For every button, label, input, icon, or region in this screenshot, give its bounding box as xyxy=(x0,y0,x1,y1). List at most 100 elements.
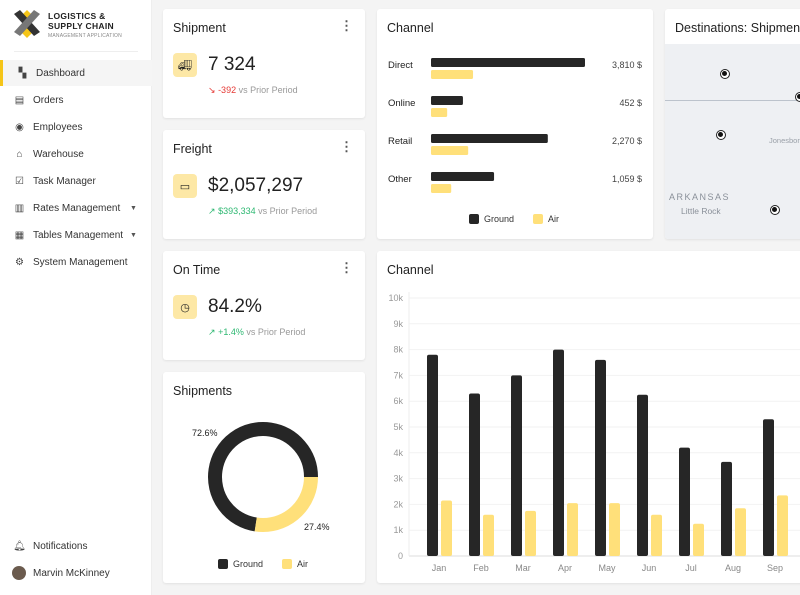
bar-ground xyxy=(553,349,564,556)
map[interactable]: ARKANSAS Little Rock Jonesboro xyxy=(665,44,800,239)
x-tick-label: Mar xyxy=(515,563,531,573)
legend-label: Ground xyxy=(233,559,264,569)
bar-air xyxy=(735,508,746,556)
x-tick-label: Jun xyxy=(642,563,657,573)
map-pin[interactable] xyxy=(795,92,800,102)
settings-icon: ⚙ xyxy=(15,256,24,268)
bar-air xyxy=(431,108,448,117)
chevron-down-icon: ▼ xyxy=(130,231,137,239)
delta-value: -392 xyxy=(218,85,237,95)
sidebar-item-system-management[interactable]: ⚙ System Management xyxy=(0,249,152,275)
legend: Ground Air xyxy=(469,214,559,224)
sidebar-item-label: Rates Management xyxy=(33,202,121,214)
app-title-line1: LOGISTICS & xyxy=(48,11,106,21)
avatar xyxy=(12,566,26,580)
people-icon: ◉ xyxy=(15,121,24,133)
sidebar-item-label: Warehouse xyxy=(33,148,84,160)
logo-icon xyxy=(14,10,40,38)
channel-monthly-card: Channel 0 1k 2k 3k 4k 5k 6k 7k 8k 9k 10k Jan Feb Mar A… xyxy=(377,251,800,583)
task-icon: ☑ xyxy=(15,175,24,187)
bar-air xyxy=(525,510,536,556)
sidebar-item-employees[interactable]: ◉ Employees xyxy=(0,114,152,140)
shipments-donut-card: Shipments 72.6% 27.4% Ground Air xyxy=(163,372,365,583)
category-label: Retail xyxy=(388,136,412,147)
bar-ground xyxy=(763,419,774,556)
kpi-delta: ↗ +1.4% vs Prior Period xyxy=(208,327,305,338)
sidebar-item-tables-management[interactable]: ▦ Tables Management ▼ xyxy=(0,222,152,248)
sidebar-item-warehouse[interactable]: ⌂ Warehouse xyxy=(0,141,152,167)
card-title: On Time xyxy=(173,263,221,277)
credit-card-icon: ▭ xyxy=(173,174,197,198)
card-title: Shipments xyxy=(173,384,233,398)
app-subtitle: MANAGEMENT APPLICATION xyxy=(48,33,122,39)
kpi-value: $2,057,297 xyxy=(208,175,304,196)
delta-suffix: vs Prior Period xyxy=(258,206,318,216)
card-title: Destinations: Shipment xyxy=(675,21,800,35)
bar-ground xyxy=(679,447,690,556)
sidebar-item-label: Task Manager xyxy=(33,175,96,187)
slice-label-ground: 72.6% xyxy=(192,428,218,438)
sidebar-item-label: Orders xyxy=(33,94,64,106)
table-icon: ▦ xyxy=(14,229,25,241)
user-profile[interactable]: Marvin McKinney xyxy=(0,560,152,586)
bar-ground xyxy=(469,393,480,556)
divider xyxy=(14,51,138,52)
delta-suffix: vs Prior Period xyxy=(238,85,298,95)
y-tick-label: 0 xyxy=(398,551,403,561)
value-label: 452 $ xyxy=(619,98,642,108)
more-options-icon[interactable]: ⋮ xyxy=(340,260,353,275)
truck-icon: 🚚︎ xyxy=(173,53,197,77)
x-tick-label: Jan xyxy=(432,563,447,573)
value-label: 1,059 $ xyxy=(612,174,642,184)
value-label: 3,810 $ xyxy=(612,60,642,70)
map-pin[interactable] xyxy=(720,69,730,79)
kpi-delta: ↘ -392 vs Prior Period xyxy=(208,85,298,96)
sidebar-item-rates-management[interactable]: ▥ Rates Management ▼ xyxy=(0,195,152,221)
clock-icon: ◷ xyxy=(173,295,197,319)
map-pin[interactable] xyxy=(716,130,726,140)
bar-air xyxy=(777,495,788,556)
legend-label: Ground xyxy=(484,214,515,224)
kpi-delta: ↗ $393,334 vs Prior Period xyxy=(208,206,317,217)
sidebar-item-label: Dashboard xyxy=(36,67,85,79)
slice-label-air: 27.4% xyxy=(304,522,330,532)
y-tick-label: 1k xyxy=(393,525,403,535)
app-title-line2: SUPPLY CHAIN xyxy=(48,21,114,31)
x-tick-label: Feb xyxy=(473,563,489,573)
shipments-donut-chart xyxy=(208,422,318,532)
kpi-card-freight: Freight ⋮ ▭ $2,057,297 ↗ $393,334 vs Pri… xyxy=(163,130,365,239)
sidebar-item-dashboard[interactable]: ▚ Dashboard xyxy=(0,60,152,86)
sidebar-item-task-manager[interactable]: ☑ Task Manager xyxy=(0,168,152,194)
x-tick-label: May xyxy=(598,563,616,573)
notifications-label: Notifications xyxy=(33,540,88,552)
bar-ground xyxy=(511,375,522,556)
more-options-icon[interactable]: ⋮ xyxy=(340,139,353,154)
map-label-state: ARKANSAS xyxy=(669,192,731,202)
sidebar: LOGISTICS & SUPPLY CHAIN MANAGEMENT APPLI… xyxy=(0,0,152,595)
delta-suffix: vs Prior Period xyxy=(246,327,306,337)
clipboard-icon: ▤ xyxy=(14,94,25,106)
bar-ground xyxy=(431,58,585,67)
notifications-button[interactable]: 🔔︎ Notifications xyxy=(0,533,152,559)
chevron-down-icon: ▼ xyxy=(130,204,137,212)
kpi-card-on-time: On Time ⋮ ◷ 84.2% ↗ +1.4% vs Prior Perio… xyxy=(163,251,365,360)
y-tick-label: 5k xyxy=(393,422,403,432)
bar-ground xyxy=(595,359,606,556)
channel-hbar-chart: Direct 3,810 $ Online 452 $ Retail 2,270 $ Oth… xyxy=(388,58,642,193)
more-options-icon[interactable]: ⋮ xyxy=(340,18,353,33)
sidebar-item-orders[interactable]: ▤ Orders xyxy=(0,87,152,113)
app-logo: LOGISTICS & SUPPLY CHAIN MANAGEMENT APPLI… xyxy=(12,8,142,42)
dashboard-icon: ▚ xyxy=(18,67,27,79)
kpi-card-shipment: Shipment ⋮ 🚚︎ 7 324 ↘ -392 vs Prior Peri… xyxy=(163,9,365,118)
x-tick-label: Aug xyxy=(725,563,741,573)
map-pin[interactable] xyxy=(770,205,780,215)
trend-up-icon: ↗ xyxy=(208,206,216,216)
card-title: Shipment xyxy=(173,21,226,35)
y-tick-label: 2k xyxy=(393,499,403,509)
y-tick-label: 10k xyxy=(388,293,403,303)
legend-swatch-air xyxy=(533,214,544,224)
legend-swatch-air xyxy=(282,559,293,569)
legend-label: Air xyxy=(548,214,560,224)
y-tick-label: 8k xyxy=(393,345,403,355)
sidebar-item-label: Tables Management xyxy=(33,229,124,241)
